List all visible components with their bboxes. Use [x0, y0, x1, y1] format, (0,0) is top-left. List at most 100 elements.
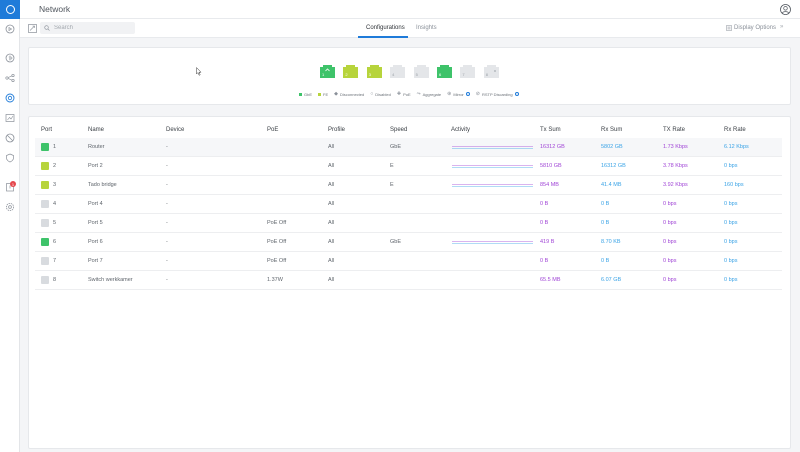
cell-port: 6 — [53, 239, 57, 245]
cell-tx-rate: 0 bps — [663, 220, 677, 226]
table-row[interactable]: 2 Port 2 - All E 5810 GB 16312 GB 3.78 Kbps 0 bp… — [35, 157, 782, 176]
legend-disabled: ○ Disabled — [370, 91, 391, 97]
collapse-icon[interactable]: » — [780, 24, 784, 30]
cell-name: Switch werkkamer — [88, 277, 133, 283]
legend-disconnected: ◆ Disconnected — [334, 91, 365, 97]
ethernet-port-icon — [390, 65, 406, 78]
cell-rx-sum: 8.70 KB — [601, 239, 621, 245]
tab-insights[interactable]: Insights — [416, 25, 437, 31]
cell-speed: E — [390, 163, 394, 169]
ports-table: Port Name Device PoE Profile Speed Activ… — [28, 116, 791, 449]
port-status-icon — [41, 238, 49, 246]
cell-name: Tado bridge — [88, 182, 117, 188]
switch-port-7[interactable]: 7 — [459, 64, 476, 79]
security-icon[interactable] — [5, 133, 15, 143]
cell-tx-rate: 3.78 Kbps — [663, 163, 688, 169]
insights-icon[interactable] — [5, 113, 15, 123]
cell-poe: PoE Off — [267, 220, 287, 226]
switch-port-3[interactable]: 3 — [366, 64, 383, 79]
port-status-icon — [41, 257, 49, 265]
table-row[interactable]: 1 Router - All GbE 16312 GB 5802 GB 1.73 Kbps 6.… — [35, 138, 782, 157]
cell-rx-rate: 0 bps — [724, 258, 738, 264]
active-tab-indicator — [358, 36, 408, 38]
cell-rx-sum: 5802 GB — [601, 144, 623, 150]
user-avatar-icon[interactable] — [780, 4, 791, 15]
port-overview-panel: 1 2 3 4 5 6 7 8 GbE FE ◆ Disconnected ○ Disabled … — [28, 47, 791, 105]
cell-profile: All — [328, 220, 335, 226]
cell-device: - — [166, 220, 168, 226]
cell-speed: GbE — [390, 144, 402, 150]
topology-icon[interactable] — [5, 73, 15, 83]
port-status-icon — [41, 219, 49, 227]
sidebar-toggle-icon[interactable] — [28, 24, 37, 33]
header-poe[interactable]: PoE — [267, 127, 279, 133]
activity-graph — [452, 183, 533, 188]
display-options-button[interactable]: Display Options — [726, 25, 776, 31]
header-port[interactable]: Port — [41, 127, 53, 133]
cell-profile: All — [328, 163, 335, 169]
cell-port: 8 — [53, 277, 57, 283]
header-rx-rate[interactable]: Rx Rate — [724, 127, 746, 133]
switch-port-8[interactable]: 8 — [483, 64, 500, 79]
legend-poe: ✚ PoE — [396, 91, 411, 97]
table-row[interactable]: 5 Port 5 - PoE Off All 0 B 0 B 0 bps 0 bps — [35, 214, 782, 233]
rstp-icon: ⊘ — [475, 91, 480, 97]
port-number: 4 — [392, 72, 395, 77]
protect-icon[interactable] — [5, 153, 15, 163]
ethernet-port-icon — [366, 65, 382, 78]
table-row[interactable]: 8 Switch werkkamer - 1.37W All 65.5 MB 6.07 GB… — [35, 271, 782, 290]
display-options-label: Display Options — [734, 25, 777, 31]
header-device[interactable]: Device — [166, 127, 185, 133]
cell-device: - — [166, 182, 168, 188]
dashboard-icon[interactable] — [5, 24, 15, 34]
header-tx-sum[interactable]: Tx Sum — [540, 127, 561, 133]
devices-icon[interactable] — [5, 93, 15, 103]
legend-rstp: ⊘ RSTP Discarding — [476, 91, 519, 97]
header-tx-rate[interactable]: TX Rate — [663, 127, 686, 133]
cell-rx-sum: 0 B — [601, 201, 610, 207]
port-status-icon — [41, 143, 49, 151]
settings-icon[interactable] — [5, 202, 15, 212]
mouse-cursor-icon — [196, 66, 202, 76]
cell-profile: All — [328, 258, 335, 264]
search-input[interactable] — [54, 25, 134, 31]
cell-tx-rate: 0 bps — [663, 258, 677, 264]
statistics-icon[interactable] — [5, 53, 15, 63]
cell-name: Router — [88, 144, 105, 150]
cell-port: 2 — [53, 163, 57, 169]
table-row[interactable]: 6 Port 6 - PoE Off All GbE 419 B 8.70 KB 0 bps 0 … — [35, 233, 782, 252]
disconnected-icon: ◆ — [334, 91, 338, 97]
header-speed[interactable]: Speed — [390, 127, 408, 133]
cell-device: - — [166, 277, 168, 283]
table-row[interactable]: 7 Port 7 - PoE Off All 0 B 0 B 0 bps 0 bps — [35, 252, 782, 271]
header-name[interactable]: Name — [88, 127, 105, 133]
switch-port-4[interactable]: 4 — [389, 64, 406, 79]
cell-tx-sum: 854 MB — [540, 182, 559, 188]
port-number: 1 — [322, 72, 325, 77]
cell-rx-sum: 41.4 MB — [601, 182, 622, 188]
cell-rx-sum: 0 B — [601, 258, 610, 264]
switch-port-2[interactable]: 2 — [342, 64, 359, 79]
header-activity[interactable]: Activity — [451, 127, 471, 133]
unifi-logo[interactable] — [0, 0, 20, 19]
ethernet-port-icon — [320, 65, 335, 78]
switch-port-6[interactable]: 6 — [436, 64, 453, 79]
cell-rx-sum: 0 B — [601, 220, 610, 226]
cell-rx-sum: 16312 GB — [601, 163, 626, 169]
cell-speed: E — [390, 182, 394, 188]
mirror-info-icon[interactable] — [465, 92, 470, 96]
header-profile[interactable]: Profile — [328, 127, 346, 133]
disabled-icon: ○ — [370, 91, 374, 97]
header-rx-sum[interactable]: Rx Sum — [601, 127, 623, 133]
cell-device: - — [166, 144, 168, 150]
table-row[interactable]: 4 Port 4 - All 0 B 0 B 0 bps 0 bps — [35, 195, 782, 214]
switch-port-5[interactable]: 5 — [413, 64, 430, 79]
tab-configurations[interactable]: Configurations — [366, 25, 405, 31]
switch-port-1[interactable]: 1 — [319, 64, 336, 79]
legend-gbe: GbE — [299, 92, 312, 97]
cell-name: Port 7 — [88, 258, 103, 264]
table-row[interactable]: 3 Tado bridge - All E 854 MB 41.4 MB 3.92 Kbps 1… — [35, 176, 782, 195]
rstp-info-icon[interactable] — [514, 92, 519, 96]
ethernet-port-icon — [343, 65, 359, 78]
cell-tx-sum: 5810 GB — [540, 163, 562, 169]
